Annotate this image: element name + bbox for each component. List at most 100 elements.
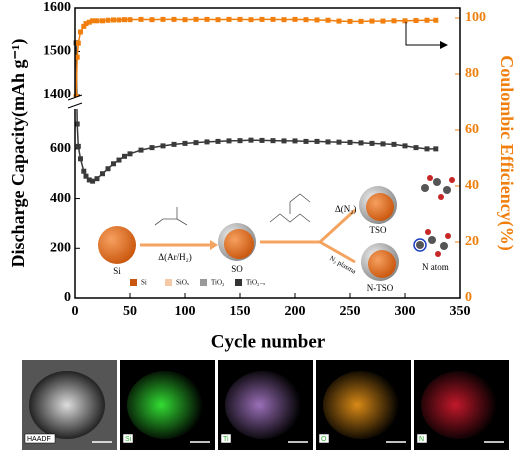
panel-label-box: [416, 433, 428, 444]
inset-label: Δ(N₂): [335, 204, 356, 214]
data-point: [149, 145, 155, 151]
data-point: [336, 139, 342, 145]
data-point: [248, 137, 254, 143]
data-point: [193, 16, 199, 22]
y2-tick-label: 0: [465, 290, 472, 305]
x-tick-label: 250: [340, 304, 361, 319]
x-tick-label: 200: [285, 304, 306, 319]
data-point: [270, 16, 276, 22]
panel-label-box: [24, 433, 56, 444]
panel-label: Ti: [223, 436, 229, 443]
data-point: [433, 17, 439, 23]
data-point: [182, 17, 188, 23]
data-point: [116, 17, 122, 23]
legend-label: SiOₓ: [176, 279, 190, 287]
y-tick-label: 1400: [43, 87, 71, 102]
data-point: [402, 18, 408, 24]
data-point: [248, 17, 254, 23]
plot: 0 50 100 150 200 250 300 3500200400600140015001…: [43, 0, 486, 319]
data-point: [314, 138, 320, 144]
panel-label: Si: [125, 436, 132, 443]
eds-map: [29, 371, 105, 439]
arrow-head: [440, 41, 448, 49]
data-point: [292, 16, 298, 22]
data-point: [270, 138, 276, 144]
panel-label-box: [122, 433, 134, 444]
x-tick-label: 300: [395, 304, 416, 319]
panel-label: HAADF: [27, 436, 51, 443]
eds-map: [323, 371, 399, 439]
inset-label: N-TSO: [367, 283, 394, 293]
arrow: [405, 22, 440, 46]
x-label: Cycle number: [211, 331, 326, 352]
data-point: [259, 16, 265, 22]
data-point: [105, 17, 111, 23]
y2-tick-label: 40: [465, 178, 479, 193]
data-point: [94, 18, 100, 24]
data-point: [402, 143, 408, 149]
data-point: [90, 178, 96, 184]
x-tick-label: 50: [123, 304, 137, 319]
y2-tick-label: 100: [465, 10, 486, 25]
series-line: [75, 42, 436, 182]
data-point: [226, 16, 232, 22]
y2-label: Coulombic Efficiency(%): [496, 55, 517, 250]
data-point: [111, 17, 116, 23]
data-point: [204, 139, 210, 145]
data-point: [105, 166, 111, 172]
data-point: [325, 17, 331, 23]
panel-label-box: [318, 433, 330, 444]
data-point: [182, 140, 188, 146]
data-point: [259, 137, 265, 143]
legend-label: TiO₂₋ₓ: [246, 279, 266, 287]
data-point: [281, 138, 287, 144]
inset-label: SO: [231, 264, 243, 274]
y-tick-label: 1500: [43, 44, 71, 59]
data-point: [433, 146, 439, 152]
data-point: [204, 16, 210, 22]
data-point: [100, 18, 105, 24]
inset-label: N atom: [422, 262, 449, 272]
y-tick-label: 200: [50, 241, 71, 256]
data-point: [391, 141, 397, 147]
data-point: [358, 18, 364, 24]
data-point: [138, 16, 144, 22]
axis-break: [67, 94, 83, 109]
data-point: [74, 121, 80, 127]
data-point: [81, 23, 87, 29]
x-tick-label: 350: [450, 304, 471, 319]
panel-label: O: [321, 436, 327, 443]
data-point: [215, 138, 221, 144]
data-point: [347, 18, 353, 24]
legend-label: TiO₂: [211, 279, 225, 287]
data-point: [358, 140, 364, 146]
panel-label: N: [419, 436, 424, 443]
eds-panels: HAADF Si Ti O N: [22, 360, 509, 450]
data-point: [369, 18, 375, 24]
data-point: [171, 16, 177, 22]
data-point: [193, 140, 199, 146]
x-tick-label: 0: [72, 304, 79, 319]
legend-label: Si: [141, 279, 147, 287]
data-point: [83, 21, 89, 27]
x-tick-label: 100: [175, 304, 196, 319]
inset-label: TSO: [369, 225, 387, 235]
y-tick-label: 400: [50, 191, 71, 206]
data-point: [325, 139, 331, 145]
data-point: [81, 168, 87, 174]
data-point: [413, 18, 419, 24]
eds-map: [421, 371, 497, 439]
data-point: [347, 139, 353, 145]
data-point: [75, 40, 81, 46]
data-point: [336, 18, 342, 24]
data-point: [116, 157, 122, 163]
y2-tick-label: 80: [465, 66, 479, 81]
data-point: [74, 54, 80, 60]
data-point: [100, 171, 105, 177]
data-point: [237, 138, 243, 144]
data-point: [424, 146, 430, 152]
data-point: [111, 161, 116, 167]
y2-tick-label: 20: [465, 234, 479, 249]
eds-map: [127, 371, 203, 439]
